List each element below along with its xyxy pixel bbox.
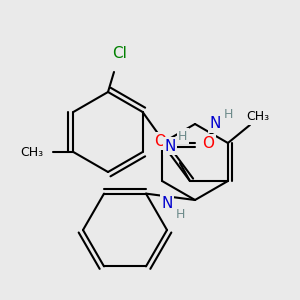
Text: CH₃: CH₃ bbox=[20, 146, 43, 158]
Text: O: O bbox=[154, 134, 166, 148]
Text: N: N bbox=[209, 116, 221, 131]
Text: O: O bbox=[202, 136, 214, 151]
Text: CH₃: CH₃ bbox=[246, 110, 269, 124]
Text: N: N bbox=[161, 196, 173, 211]
Text: H: H bbox=[223, 107, 233, 121]
Text: Cl: Cl bbox=[112, 46, 128, 62]
Text: N: N bbox=[164, 139, 176, 154]
Text: H: H bbox=[178, 130, 188, 142]
Text: H: H bbox=[176, 208, 185, 221]
